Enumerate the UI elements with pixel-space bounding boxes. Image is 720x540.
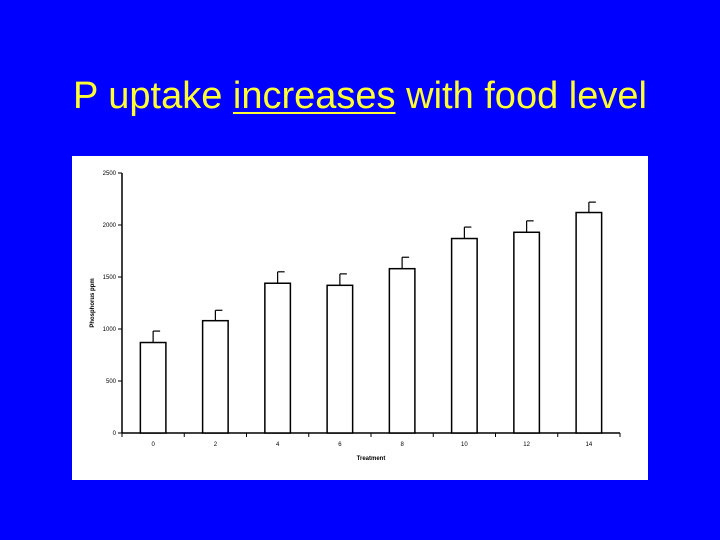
y-axis-label: Phosphorus ppm [90,278,96,327]
slide-title: P uptake increases with food level [0,70,720,122]
y-tick-label: 2000 [103,223,117,229]
y-tick-label: 500 [106,379,117,385]
bar [326,284,354,434]
bar [575,211,603,434]
x-tick-label: 12 [523,442,530,448]
title-post: with food level [395,75,647,117]
y-tick-label: 1500 [103,275,117,281]
x-axis: 0 2 4 6 8 10 12 14 [121,432,621,448]
x-tick-label: 0 [151,442,155,448]
title-pre: P uptake [73,75,233,117]
chart-panel: 0 500 1000 1500 2000 2500 0 2 4 6 8 10 12 14 Treatme… [72,156,648,480]
x-tick-label: 8 [400,442,404,448]
x-tick-label: 4 [276,442,280,448]
bars [139,201,603,434]
x-tick-label: 2 [214,442,218,448]
y-tick-label: 1000 [103,327,117,333]
bar [201,319,229,434]
x-tick-label: 6 [338,442,342,448]
x-tick-label: 10 [461,442,468,448]
y-tick-label: 0 [113,431,117,437]
bar [139,341,167,434]
y-axis: 0 500 1000 1500 2000 2500 [103,171,123,437]
bar [264,282,292,434]
bar [450,237,478,434]
y-tick-label: 2500 [103,171,117,177]
bar-chart: 0 500 1000 1500 2000 2500 0 2 4 6 8 10 12 14 Treatme… [90,171,621,462]
bar [513,231,541,434]
x-axis-label: Treatment [357,456,386,462]
title-underlined: increases [232,75,396,117]
bar [388,267,416,434]
x-tick-label: 14 [586,442,593,448]
